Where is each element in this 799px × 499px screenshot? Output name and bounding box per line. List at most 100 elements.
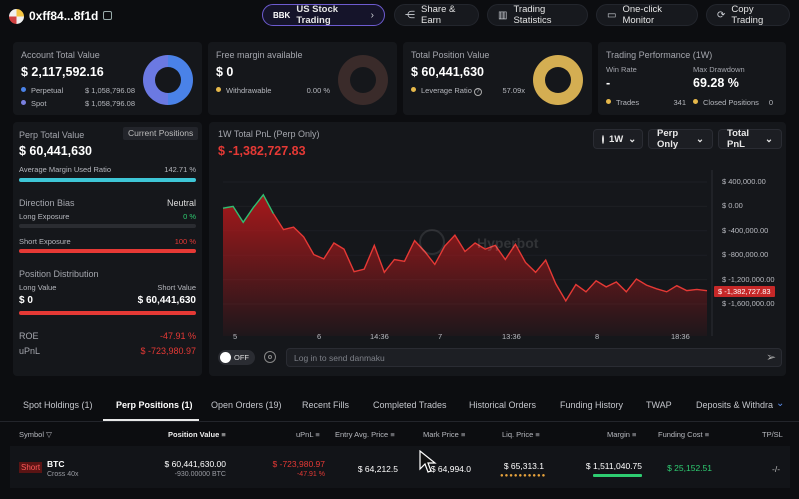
th-symbol[interactable]: Symbol ▽ [19, 430, 52, 439]
copy-trading-button[interactable]: ⟳ Copy Trading [706, 4, 790, 26]
us-stock-trading-button[interactable]: BBK US Stock Trading › [262, 4, 385, 26]
th-mark[interactable]: Mark Price ≡ [423, 430, 466, 439]
mouse-cursor-icon [419, 450, 437, 473]
margin-ratio-bar [19, 178, 196, 182]
danmaku-toggle[interactable]: OFF [218, 350, 255, 365]
chevron-down-icon: ⌄ [696, 133, 704, 145]
short-exposure-bar [19, 249, 196, 253]
danmaku-input[interactable]: Log in to send danmaku ➢ [286, 348, 782, 367]
timeframe-select[interactable]: 1W ⌄ [593, 129, 643, 149]
position-size: -930.00000 BTC [174, 471, 226, 478]
settings-icon[interactable] [264, 351, 276, 363]
y-tick-label: $ -400,000.00 [722, 225, 769, 235]
tab-5[interactable]: Historical Orders [469, 400, 537, 410]
distribution-labels-row: Long Value Short Value [19, 283, 196, 292]
tab-7[interactable]: TWAP [646, 400, 672, 410]
performance-title: Trading Performance (1W) [606, 50, 713, 60]
leverage-dot [411, 87, 416, 92]
watermark-text: Hyperbot [477, 235, 539, 251]
th-liq[interactable]: Liq. Price ≡ [502, 430, 540, 439]
perpetual-dot [21, 87, 26, 92]
sort-icon: ≡ [704, 430, 710, 439]
th-margin[interactable]: Margin ≡ [607, 430, 637, 439]
y-tick-label: $ -800,000.00 [722, 250, 769, 260]
pnl-area [223, 194, 707, 336]
tab-0[interactable]: Spot Holdings (1) [23, 400, 93, 410]
th-upnl[interactable]: uPnL ≡ [296, 430, 320, 439]
th-funding[interactable]: Funding Cost ≡ [658, 430, 710, 439]
tab-4[interactable]: Completed Trades [373, 400, 447, 410]
th-tpsl: TP/SL [762, 430, 783, 439]
share-earn-button[interactable]: ⋲ Share & Earn [394, 4, 479, 26]
filter-icon: ▽ [46, 430, 52, 439]
short-exposure-row: Short Exposure 100 % [19, 237, 196, 246]
closed-row: Closed Positions 0 [693, 98, 773, 107]
wallet-address: 0xff84...8f1d [29, 9, 99, 23]
upnl-pct: -47.91 % [296, 471, 325, 478]
tab-2[interactable]: Open Orders (19) [211, 400, 282, 410]
toggle-knob [220, 352, 231, 363]
short-exposure-fill [19, 249, 196, 253]
performance-card: Trading Performance (1W) Win Rate - Max … [598, 42, 786, 115]
win-rate-label: Win Rate [606, 65, 637, 74]
current-positions-badge[interactable]: Current Positions [123, 127, 199, 140]
entry-price: $ 64,212.5 [357, 464, 398, 474]
table-row[interactable] [10, 446, 790, 488]
tab-1[interactable]: Perp Positions (1) [116, 400, 193, 410]
free-margin-card: Free margin available $ 0 Withdrawable 0… [208, 42, 397, 115]
watermark-logo [419, 229, 445, 255]
one-click-monitor-button[interactable]: ▭ One-click Monitor [596, 4, 698, 26]
current-value-tag: $ -1,382,727.83 [714, 286, 775, 297]
tab-6[interactable]: Funding History [560, 400, 624, 410]
th-entry[interactable]: Entry Avg. Price ≡ [335, 430, 395, 439]
account-title: Account Total Value [21, 50, 100, 60]
pnl-chart[interactable]: Hyperbot [209, 160, 786, 346]
withdrawable-row: Withdrawable 0.00 % [216, 86, 330, 95]
x-tick-label: 18:36 [671, 332, 690, 341]
account-value-card: Account Total Value $ 2,117,592.16 Perpe… [13, 42, 202, 115]
perp-only-select[interactable]: Perp Only ⌄ [648, 128, 713, 150]
top-header: 0xff84...8f1d BBK US Stock Trading › ⋲ S… [0, 0, 799, 32]
leverage: Cross 40x [47, 471, 79, 478]
trading-statistics-button[interactable]: ▥ Trading Statistics [487, 4, 588, 26]
drawdown-label: Max Drawdown [693, 65, 745, 74]
wallet-avatar [9, 9, 24, 24]
x-tick-label: 13:36 [502, 332, 521, 341]
position-value-title: Total Position Value [411, 50, 490, 60]
share-icon: ⋲ [405, 9, 415, 21]
account-value: $ 2,117,592.16 [21, 65, 104, 79]
y-tick-label: $ 400,000.00 [722, 177, 766, 186]
copy-icon[interactable] [103, 11, 112, 20]
sort-icon: ≡ [632, 430, 637, 439]
symbol: BTC [47, 459, 65, 469]
th-position-value[interactable]: Position Value ≡ [168, 430, 226, 439]
spot-row: Spot $ 1,058,796.08 [21, 99, 135, 108]
upnl-cell: $ -723,980.97 [272, 459, 325, 469]
clock-icon [602, 134, 604, 144]
perpetual-row: Perpetual $ 1,058,796.08 [21, 86, 135, 95]
roe-value: -47.91 % [159, 331, 196, 341]
liq-risk-dots: ●●●●●●●●●● [500, 473, 547, 479]
funding-cell: $ 25,152.51 [667, 463, 712, 473]
distribution-label: Position Distribution [19, 269, 99, 279]
total-pnl-select[interactable]: Total PnL ⌄ [718, 128, 782, 150]
chevron-down-icon[interactable]: ⌄ [776, 398, 785, 409]
perp-panel: Perp Total Value Current Positions $ 60,… [13, 122, 202, 376]
win-rate-value: - [606, 76, 611, 90]
tab-3[interactable]: Recent Fills [302, 400, 350, 410]
upnl-label: uPnL [19, 346, 41, 356]
sort-icon: ≡ [315, 430, 320, 439]
position-donut [533, 55, 583, 105]
chevron-down-icon: ⌄ [765, 133, 773, 145]
x-tick-label: 5 [233, 332, 238, 341]
upnl-value: $ -723,980.97 [140, 346, 196, 356]
send-icon[interactable]: ➢ [765, 350, 776, 364]
info-icon[interactable]: ? [473, 88, 482, 96]
pnl-line-down [272, 213, 708, 303]
y-tick-label: $ 0.00 [722, 201, 743, 211]
trades-row: Trades 341 [606, 98, 686, 107]
direction-value: Neutral [166, 198, 196, 208]
free-margin-value: $ 0 [216, 65, 234, 79]
tab-8[interactable]: Deposits & Withdra [696, 400, 774, 410]
roe-label: ROE [19, 331, 39, 341]
